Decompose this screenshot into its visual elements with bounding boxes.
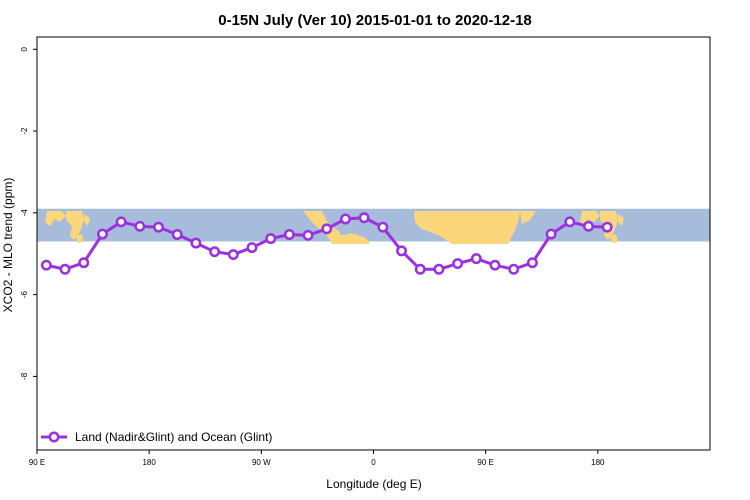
x-tick-label: 0 bbox=[371, 458, 376, 467]
y-tick-label: -2 bbox=[20, 127, 29, 135]
data-point bbox=[227, 249, 239, 260]
y-tick-label: 0 bbox=[20, 46, 29, 51]
data-point bbox=[564, 216, 576, 228]
x-tick-label: 180 bbox=[142, 458, 156, 467]
data-point bbox=[115, 216, 127, 228]
data-point bbox=[265, 233, 277, 245]
data-point bbox=[433, 263, 445, 275]
data-point bbox=[59, 263, 71, 275]
land-southeast-asia-2 bbox=[84, 214, 90, 226]
data-point bbox=[340, 213, 351, 225]
data-point bbox=[302, 229, 314, 241]
x-tick-label: 180 bbox=[591, 458, 605, 467]
legend-marker bbox=[48, 431, 60, 443]
y-tick-label: -4 bbox=[20, 209, 29, 217]
data-point bbox=[396, 245, 407, 257]
y-tick-label: -8 bbox=[20, 372, 29, 380]
x-tick-label: 90 W bbox=[252, 458, 271, 467]
land-islands-2 bbox=[610, 234, 618, 243]
data-point bbox=[171, 229, 183, 240]
y-axis: 0 -2 -4 -6 -8 bbox=[20, 46, 37, 380]
x-axis: 90 E 180 90 W 0 90 E 180 bbox=[29, 450, 605, 467]
series-layer bbox=[40, 212, 613, 275]
land-shapes bbox=[45, 211, 624, 244]
data-point bbox=[358, 212, 370, 224]
data-point bbox=[246, 242, 258, 254]
chart-title: 0-15N July (Ver 10) 2015-01-01 to 2020-1… bbox=[218, 12, 532, 29]
data-point bbox=[470, 253, 482, 265]
data-point bbox=[40, 259, 52, 271]
x-axis-label: Longitude (deg E) bbox=[326, 477, 421, 491]
data-point bbox=[96, 228, 108, 240]
data-point bbox=[601, 221, 613, 233]
land-islands-1 bbox=[76, 234, 84, 243]
y-axis-label: XCO2 - MLO trend (ppm) bbox=[1, 178, 15, 313]
plot-frame bbox=[36, 36, 711, 451]
data-point bbox=[414, 263, 426, 275]
data-point bbox=[526, 257, 538, 269]
data-point bbox=[377, 221, 389, 233]
legend-label: Land (Nadir&Glint) and Ocean (Glint) bbox=[75, 430, 272, 444]
data-point bbox=[134, 220, 146, 232]
data-point bbox=[209, 246, 221, 258]
data-point bbox=[545, 228, 557, 240]
land-south-america bbox=[336, 233, 370, 244]
land-africa bbox=[414, 211, 520, 244]
data-point bbox=[190, 237, 202, 249]
data-point bbox=[489, 259, 501, 271]
land-southeast-asia-4 bbox=[618, 214, 624, 226]
x-tick-label: 90 E bbox=[477, 458, 493, 467]
data-point bbox=[78, 257, 90, 269]
background-map bbox=[37, 208, 710, 244]
data-point bbox=[452, 258, 464, 269]
x-tick-label: 90 E bbox=[29, 458, 45, 467]
data-point bbox=[508, 263, 520, 275]
land-arabia bbox=[520, 211, 536, 224]
legend: Land (Nadir&Glint) and Ocean (Glint) bbox=[41, 430, 272, 444]
data-point bbox=[283, 229, 295, 240]
land-india-sea bbox=[45, 211, 66, 226]
data-point bbox=[153, 221, 164, 233]
land-southeast-asia-1 bbox=[66, 211, 84, 240]
data-point bbox=[583, 220, 594, 232]
data-point bbox=[321, 223, 333, 235]
y-tick-label: -6 bbox=[20, 291, 29, 299]
